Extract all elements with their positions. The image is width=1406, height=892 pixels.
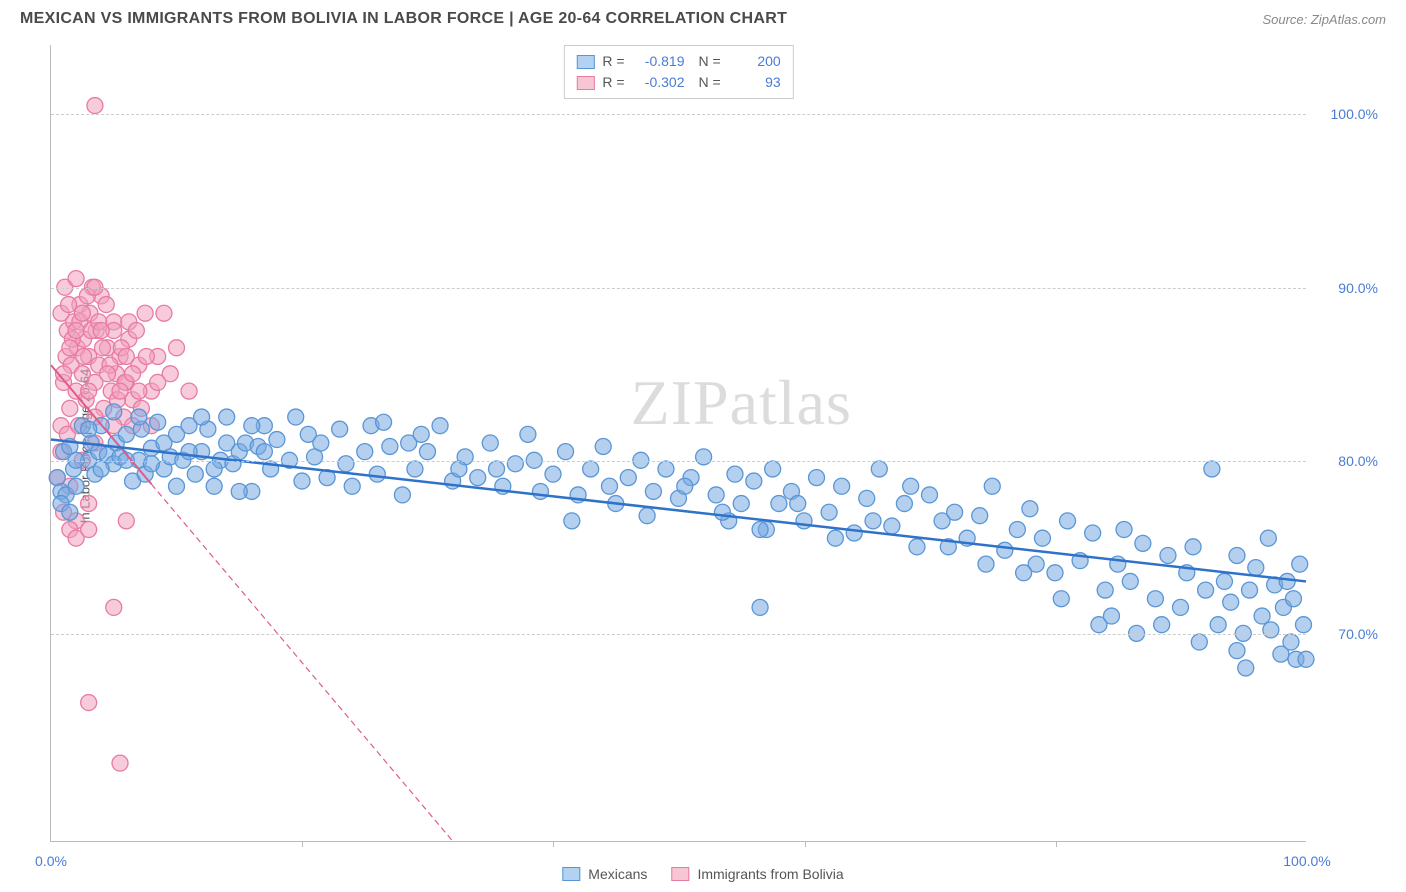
x-tick [805, 841, 806, 847]
y-tick-label: 70.0% [1338, 626, 1378, 642]
grid-line [51, 634, 1306, 635]
x-tick-label: 100.0% [1283, 853, 1330, 869]
legend-item: Mexicans [562, 866, 647, 882]
y-tick-label: 80.0% [1338, 453, 1378, 469]
x-tick [1056, 841, 1057, 847]
grid-line [51, 461, 1306, 462]
legend-stat-row: R =-0.819 N =200 [576, 51, 780, 72]
correlation-legend: R =-0.819 N =200 R =-0.302 N =93 [563, 45, 793, 99]
y-tick-label: 100.0% [1331, 106, 1378, 122]
chart-title: MEXICAN VS IMMIGRANTS FROM BOLIVIA IN LA… [20, 10, 787, 28]
series-legend: Mexicans Immigrants from Bolivia [562, 866, 843, 882]
scatter-plot-svg [51, 45, 1306, 841]
x-tick-label: 0.0% [35, 853, 67, 869]
legend-stat-row: R =-0.302 N =93 [576, 72, 780, 93]
source-label: Source: ZipAtlas.com [1262, 12, 1386, 27]
x-tick [553, 841, 554, 847]
grid-line [51, 288, 1306, 289]
legend-item: Immigrants from Bolivia [671, 866, 843, 882]
x-tick [302, 841, 303, 847]
chart-plot-area: R =-0.819 N =200 R =-0.302 N =93 ZIPatla… [50, 45, 1306, 842]
y-tick-label: 90.0% [1338, 280, 1378, 296]
grid-line [51, 114, 1306, 115]
